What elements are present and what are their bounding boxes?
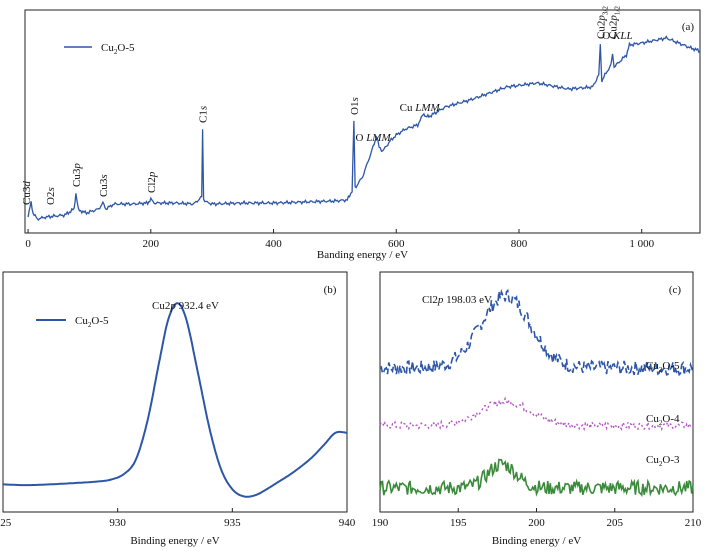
panel-b-legend-label: Cu2O-5: [75, 315, 109, 329]
panel-a-annotation-7: O LMM: [355, 132, 391, 144]
panel-c-tick-label-3: 205: [607, 517, 624, 529]
panel-b-annotation: Cu2p 932.4 eV: [152, 300, 219, 312]
panel-a-annotation-3: Cu3s: [98, 174, 110, 197]
panel-a-series-cu2o-5: [27, 35, 701, 221]
panel-b-tick-label-1: 930: [109, 517, 126, 529]
panel-a-annotation-5: C1s: [198, 106, 210, 123]
panel-b-tick-label-3: 940: [339, 517, 356, 529]
panel-a-tick-label-0: 0: [25, 238, 31, 250]
panel-a-annotation-10: Cu2p1/2: [608, 6, 622, 39]
panel-c-tick-label-4: 210: [685, 517, 702, 529]
panel-c-series-label-0: Cu2O-5: [646, 360, 680, 374]
panel-b-series-cu2o-5: [3, 302, 348, 498]
panel-a-annotation-4: Cl2p: [146, 171, 158, 193]
panel-b-xlabel: Binding energy / eV: [130, 535, 219, 547]
panel-c-series-label-2: Cu2O-3: [646, 454, 680, 468]
panel-a-tick-label-1: 200: [143, 238, 160, 250]
panel-c-tick-label-0: 190: [372, 517, 389, 529]
panel-a-annotation-1: O2s: [45, 187, 57, 205]
panel-a-frame: [24, 9, 701, 234]
panel-b-tick-label-0: 925: [0, 517, 12, 529]
panel-a-tick-label-5: 1 000: [629, 238, 654, 250]
panel-a-label: (a): [682, 21, 695, 33]
panel-c-annotation: Cl2p 198.03 eV: [422, 294, 492, 306]
panel-c-tick-label-2: 200: [528, 517, 545, 529]
panel-b-tick-label-2: 935: [224, 517, 241, 529]
panel-a-tick-label-3: 600: [388, 238, 405, 250]
panel-c-series-cu2o-5: [379, 288, 694, 377]
panel-a-annotation-0: Cu3d: [21, 181, 33, 205]
panel-c-xlabel: Binding energy / eV: [492, 535, 581, 547]
panel-c-series-cu2o-4: [379, 396, 694, 432]
panel-c-tick-label-1: 195: [450, 517, 467, 529]
panel-a-annotation-11: O KLL: [602, 30, 632, 42]
panel-b: 925 930 935 940 Binding energy / eV (b) Cu2O-5…: [0, 271, 356, 547]
panel-a-annotation-8: Cu LMM: [400, 102, 441, 114]
panel-b-label: (b): [324, 284, 337, 296]
panel-c-label: (c): [669, 284, 682, 296]
panel-a-annotation-6: O1s: [349, 97, 361, 115]
panel-a: 0 200 400 600 800 1 000 Banding energy / eV (a)…: [21, 6, 701, 261]
panel-b-frame: [2, 271, 348, 513]
panel-c-series-cu2o-3: [379, 458, 694, 497]
panel-a-tick-label-4: 800: [511, 238, 528, 250]
panel-a-xlabel: Banding energy / eV: [317, 249, 408, 261]
panel-c: 190 195 200 205 210 Binding energy / eV (c) Cl2…: [372, 271, 702, 547]
panel-c-series-label-1: Cu2O-4: [646, 413, 680, 427]
panel-a-tick-label-2: 400: [265, 238, 282, 250]
panel-a-legend-label: Cu2O-5: [101, 42, 135, 56]
panel-a-annotation-9: Cu2p3/2: [595, 6, 609, 39]
panel-a-annotation-2: Cu3p: [71, 163, 83, 187]
